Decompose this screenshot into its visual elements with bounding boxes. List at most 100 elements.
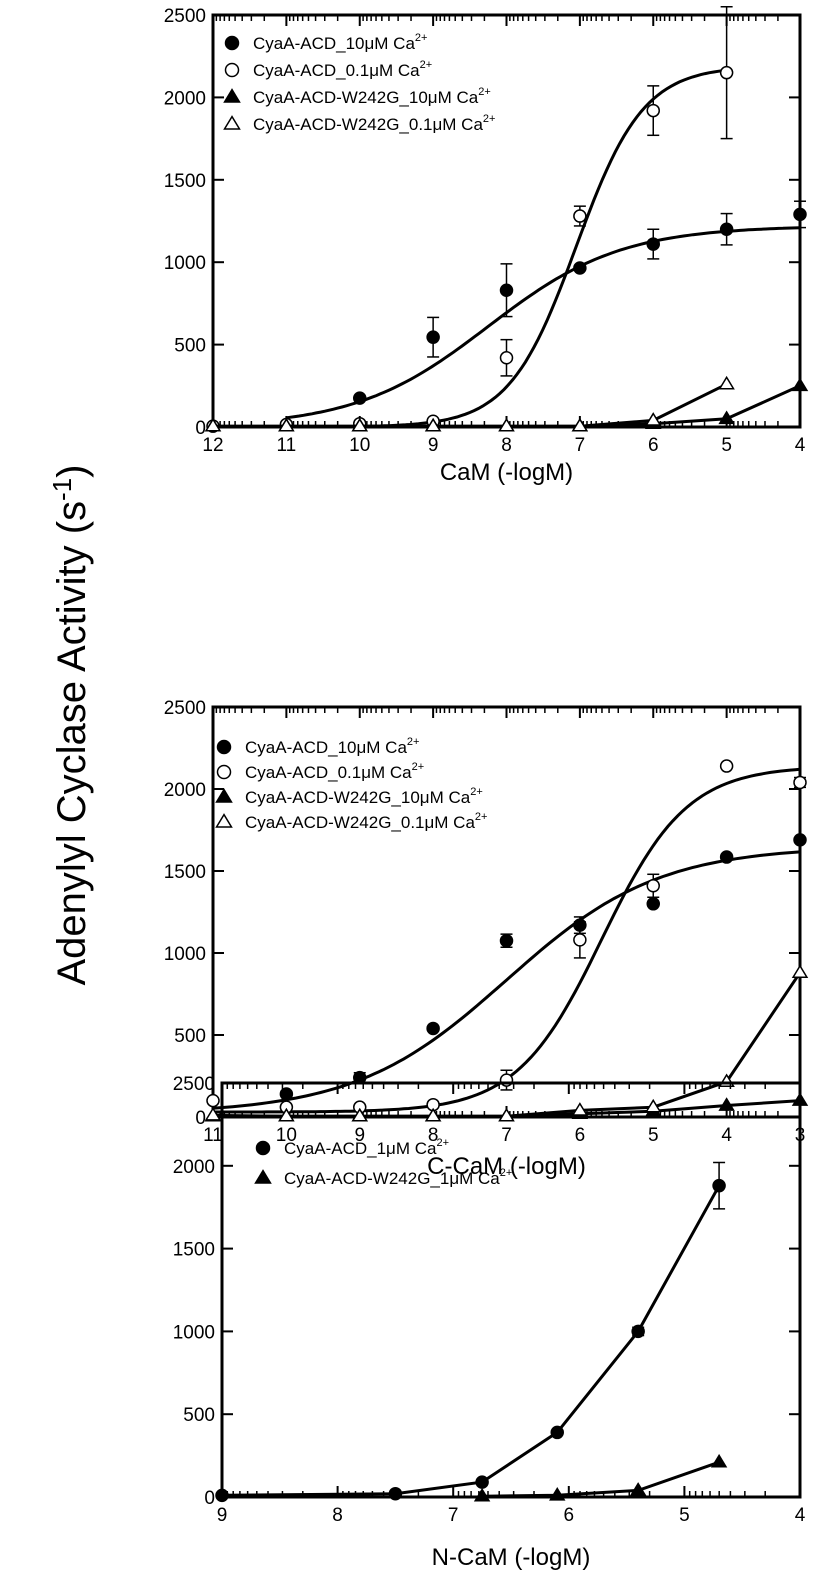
data-point bbox=[424, 1107, 442, 1122]
data-point bbox=[793, 775, 807, 790]
data-point bbox=[719, 850, 734, 864]
data-point bbox=[791, 964, 809, 978]
data-point bbox=[718, 410, 735, 425]
data-point bbox=[710, 1453, 728, 1468]
y-tick-label: 2000 bbox=[164, 780, 206, 801]
legend-label: CyaA-ACD-W242G_0.1μM Ca2+ bbox=[253, 113, 495, 134]
legend-label: CyaA-ACD-W242G_10μM Ca2+ bbox=[245, 786, 483, 807]
legend-label: CyaA-ACD_10μM Ca2+ bbox=[253, 32, 427, 53]
data-point bbox=[499, 933, 514, 948]
series-1 bbox=[215, 1161, 726, 1503]
data-point bbox=[278, 417, 295, 432]
x-tick-label: 9 bbox=[217, 1505, 228, 1526]
data-point bbox=[550, 1425, 564, 1440]
legend-label: CyaA-ACD_0.1μM Ca2+ bbox=[253, 59, 432, 80]
x-tick-label: 4 bbox=[795, 435, 806, 456]
series-line bbox=[482, 1460, 720, 1498]
legend-label: CyaA-ACD_1μM Ca2+ bbox=[284, 1137, 449, 1158]
x-tick-label: 8 bbox=[332, 1505, 343, 1526]
legend-marker bbox=[216, 739, 232, 755]
legend-label: CyaA-ACD-W242G_10μM Ca2+ bbox=[253, 86, 491, 107]
data-point bbox=[279, 1087, 294, 1101]
y-tick-label: 500 bbox=[174, 1026, 206, 1047]
legend-marker bbox=[224, 35, 240, 51]
series-line bbox=[212, 971, 802, 1118]
y-tick-label: 2000 bbox=[173, 1157, 215, 1178]
data-point bbox=[498, 1107, 515, 1122]
chart-panel-3: 9 8 7 6 5 4 0 500 1000 1500 2000 2500 N-CaM (-logM) C… bbox=[173, 1074, 806, 1571]
x-tick-label: 5 bbox=[721, 435, 732, 456]
y-tick-label: 1000 bbox=[164, 944, 206, 965]
data-point bbox=[718, 1097, 735, 1111]
data-point bbox=[646, 897, 660, 911]
x-tick-label: 8 bbox=[428, 1125, 439, 1146]
data-point bbox=[204, 417, 222, 432]
legend-marker bbox=[216, 764, 232, 780]
y-tick-label: 1000 bbox=[173, 1322, 215, 1343]
data-point bbox=[499, 351, 514, 365]
x-tick-label: 5 bbox=[648, 1125, 659, 1146]
series-1 bbox=[212, 833, 807, 1110]
y-tick-label: 0 bbox=[195, 418, 206, 439]
data-point bbox=[793, 833, 807, 847]
legend-marker bbox=[215, 813, 233, 828]
x-tick-label: 6 bbox=[575, 1125, 586, 1146]
data-point bbox=[426, 330, 440, 344]
x-tick-label: 7 bbox=[448, 1505, 459, 1526]
x-tick-label: 6 bbox=[648, 435, 659, 456]
data-point bbox=[424, 417, 442, 432]
data-point bbox=[718, 375, 735, 390]
data-point bbox=[646, 879, 660, 893]
data-point bbox=[473, 1487, 491, 1502]
x-tick-label: 11 bbox=[203, 1125, 223, 1146]
data-point bbox=[791, 377, 809, 392]
x-tick-label: 5 bbox=[679, 1505, 690, 1526]
data-point bbox=[351, 417, 368, 432]
data-point bbox=[629, 1482, 647, 1496]
data-point bbox=[206, 1093, 220, 1108]
data-point bbox=[353, 391, 367, 405]
x-axis-label: C-CaM (-logM) bbox=[427, 1153, 586, 1180]
data-point bbox=[646, 237, 660, 251]
x-tick-label: 4 bbox=[721, 1125, 732, 1146]
x-axis-label: N-CaM (-logM) bbox=[432, 1544, 591, 1571]
data-point bbox=[719, 65, 734, 80]
data-point bbox=[631, 1324, 645, 1339]
data-point bbox=[571, 1102, 589, 1116]
y-tick-label: 500 bbox=[174, 336, 206, 357]
data-point bbox=[278, 1107, 295, 1122]
x-tick-label: 7 bbox=[501, 1125, 512, 1146]
fit-curve bbox=[286, 226, 801, 420]
x-tick-label: 4 bbox=[795, 1505, 806, 1526]
x-tick-label: 9 bbox=[354, 1125, 365, 1146]
y-tick-label: 0 bbox=[195, 1108, 206, 1129]
x-tick-label: 10 bbox=[349, 435, 370, 456]
data-point bbox=[573, 209, 587, 223]
x-tick-label: 10 bbox=[276, 1125, 297, 1146]
data-point bbox=[499, 283, 514, 297]
data-point bbox=[712, 1178, 726, 1193]
y-axis-label: Adenylyl Cyclase Activity (s-1) bbox=[47, 464, 94, 985]
data-point bbox=[351, 1107, 368, 1122]
x-tick-label: 11 bbox=[277, 435, 297, 456]
data-point bbox=[426, 1021, 440, 1036]
x-tick-label: 9 bbox=[428, 435, 439, 456]
y-tick-label: 500 bbox=[183, 1405, 215, 1426]
legend-marker bbox=[254, 1169, 272, 1184]
data-point bbox=[646, 103, 660, 118]
chart-panel-1: 12 11 10 9 8 7 6 5 4 0 500 1000 1500 2000 2500 CaM (-lo… bbox=[164, 6, 809, 486]
legend-label: CyaA-ACD-W242G_0.1μM Ca2+ bbox=[245, 811, 487, 832]
legend-marker bbox=[223, 88, 241, 103]
y-tick-label: 1500 bbox=[164, 171, 206, 192]
y-tick-label: 2500 bbox=[173, 1074, 215, 1095]
y-tick-label: 1500 bbox=[173, 1240, 215, 1261]
data-point bbox=[498, 417, 515, 432]
data-point bbox=[571, 417, 589, 432]
x-tick-label: 6 bbox=[564, 1505, 575, 1526]
series-2 bbox=[206, 759, 807, 1114]
series-1 bbox=[286, 200, 807, 420]
data-point bbox=[573, 933, 587, 947]
data-point bbox=[204, 1107, 222, 1121]
